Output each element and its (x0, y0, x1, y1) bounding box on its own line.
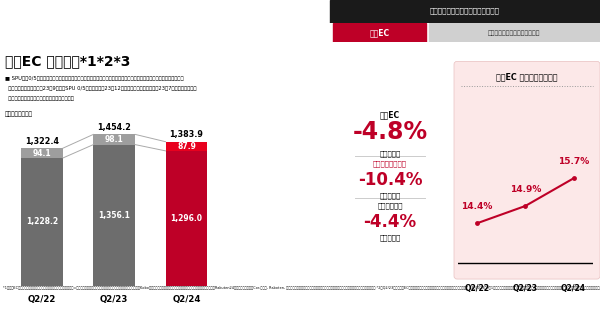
Text: Q2/22: Q2/22 (464, 284, 490, 293)
Bar (21, 158, 63, 286)
Text: コアビジネス: コアビジネス (377, 202, 403, 209)
Text: -10.4%: -10.4% (358, 171, 422, 189)
Bar (21, 148, 63, 158)
Text: 98.1: 98.1 (105, 135, 124, 144)
Text: 国内EC: 国内EC (380, 110, 400, 119)
Text: 1,322.4: 1,322.4 (25, 137, 59, 145)
Bar (94, 145, 135, 286)
Text: Q2/24: Q2/24 (172, 295, 201, 304)
Text: 過性要因を除けば流通総額はプラス成長を維持: 過性要因を除けば流通総額はプラス成長を維持 (5, 96, 74, 101)
Text: 前年同期比: 前年同期比 (379, 234, 401, 241)
Bar (333, 23, 426, 42)
Text: Q2/23: Q2/23 (513, 284, 538, 293)
Bar (166, 142, 208, 151)
Text: 14.4%: 14.4% (461, 202, 493, 211)
Text: 15.7%: 15.7% (558, 157, 589, 166)
Text: インターネットサービスセグメント: インターネットサービスセグメント (430, 7, 500, 14)
Text: 国内EC テークレート推移: 国内EC テークレート推移 (496, 72, 558, 81)
Text: 87.9: 87.9 (177, 142, 196, 151)
Text: Q2/24: Q2/24 (561, 284, 586, 293)
Text: ■ SPU及び0/5改定影響や全国旅行支援等の高い前年ハードルにより、前年同期比でマイナス成長となったものの、ペイ: ■ SPU及び0/5改定影響や全国旅行支援等の高い前年ハードルにより、前年同期比… (5, 76, 184, 81)
Text: Q2/22: Q2/22 (28, 295, 56, 304)
Text: 前年同期比: 前年同期比 (379, 192, 401, 199)
FancyBboxPatch shape (454, 61, 600, 279)
Text: *1：国内EC流通総額（一部の投資育成ビジネスを除く、消費税込み）=市場、トラベル（宿泊流通）、ブックス、ブックスネットワーク、Kobo（国内）、ゴルフ、ファッ: *1：国内EC流通総額（一部の投資育成ビジネスを除く、消費税込み）=市場、トラベ… (3, 286, 600, 290)
Bar (94, 134, 135, 145)
Text: 成長投資ビジネス: 成長投資ビジネス (373, 160, 407, 167)
Text: 14.9%: 14.9% (509, 185, 541, 194)
Text: 1,228.2: 1,228.2 (26, 217, 58, 226)
Text: 94.1: 94.1 (33, 149, 52, 158)
Text: Q2/23: Q2/23 (100, 295, 128, 304)
Text: -4.4%: -4.4% (364, 213, 416, 231)
Text: 国内EC: 国内EC (369, 28, 389, 37)
Text: 1,454.2: 1,454.2 (97, 123, 131, 132)
Text: （単位：十億円）: （単位：十億円） (5, 111, 33, 117)
Text: 1,296.0: 1,296.0 (170, 214, 202, 223)
Text: メントオンライン移管（23年9月）、SPU 0/5ルール改定（23年12月）、全国旅行支援終了（23年7月一部終了）の一: メントオンライン移管（23年9月）、SPU 0/5ルール改定（23年12月）、全… (5, 86, 197, 91)
Text: 1,383.9: 1,383.9 (170, 130, 203, 139)
Bar (429, 23, 600, 42)
Bar (330, 0, 600, 23)
Text: -4.8%: -4.8% (352, 120, 428, 144)
Text: 1,356.1: 1,356.1 (98, 211, 130, 220)
Bar (166, 151, 208, 286)
Text: その他インターネットサービス: その他インターネットサービス (488, 30, 541, 35)
Text: 国内EC 流通総額*1*2*3: 国内EC 流通総額*1*2*3 (5, 54, 130, 68)
Text: 前年同期比: 前年同期比 (379, 150, 401, 157)
